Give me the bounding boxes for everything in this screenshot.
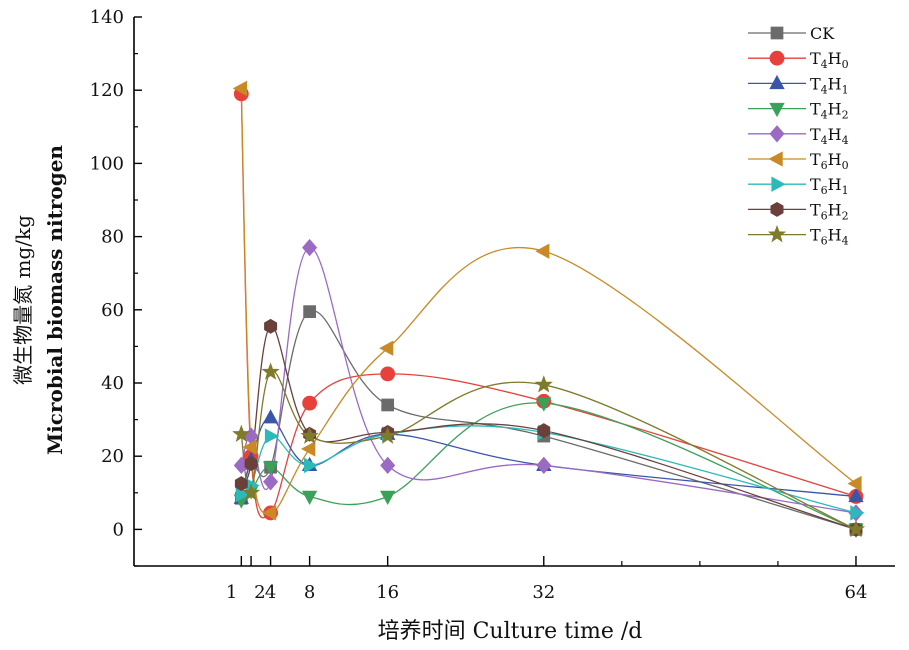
data-point-T4H4-x16 — [380, 456, 396, 475]
data-point-T6H2-x4 — [264, 318, 278, 334]
x-tick-label: 16 — [376, 582, 399, 603]
data-point-T4H4-x8 — [302, 238, 318, 257]
data-point-T4H2-x4 — [262, 461, 279, 476]
data-point-T4H1-x4 — [262, 409, 279, 424]
y-tick-label: 0 — [113, 519, 124, 540]
legend-marker-T6H4 — [767, 225, 787, 243]
data-point-CK-x16 — [381, 398, 395, 412]
data-point-T6H0-x2 — [242, 439, 257, 455]
data-point-T4H2-x8 — [301, 490, 318, 506]
series-line-T6H2 — [240, 325, 857, 531]
x-tick-label: 32 — [532, 582, 555, 603]
data-point-T6H0-x32 — [535, 243, 550, 259]
data-point-T6H1-x4 — [264, 428, 280, 444]
x-tick-label: 64 — [845, 582, 868, 603]
y-tick-label: 120 — [90, 80, 124, 101]
series-markers — [232, 80, 866, 538]
data-point-T6H0-x8 — [301, 441, 316, 457]
legend-label-T4H0: T4H0 — [810, 49, 849, 71]
legend-label-T4H1: T4H1 — [810, 74, 849, 96]
y-tick-label: 100 — [90, 153, 124, 174]
y-tick-label: 80 — [101, 227, 124, 248]
legend-label-T6H1: T6H1 — [810, 175, 849, 197]
data-point-T6H4-x4 — [261, 362, 280, 380]
data-point-T6H1-x8 — [303, 457, 319, 474]
legend-marker-T6H1 — [771, 176, 786, 192]
x-tick-label: 4 — [265, 582, 276, 603]
legend-label-T4H2: T4H2 — [810, 100, 849, 122]
data-point-T6H2-x32 — [537, 423, 551, 439]
x-tick-label: 8 — [304, 582, 315, 603]
data-point-T6H0-x4 — [262, 505, 277, 521]
legend-label-T6H2: T6H2 — [810, 200, 849, 222]
data-point-T6H4-x64 — [846, 519, 866, 538]
data-point-T4H0-x16 — [380, 366, 396, 382]
legend-label-CK: CK — [810, 24, 835, 43]
y-tick-label: 40 — [101, 373, 124, 394]
data-point-T6H4-x2 — [242, 483, 261, 501]
data-point-T4H4-x32 — [536, 456, 552, 475]
x-axis-title: 培养时间 Culture time /d — [378, 619, 643, 644]
y-axis-title-english: Microbial biomass nitrogen — [43, 145, 67, 455]
y-tick-label: 140 — [90, 7, 124, 28]
data-point-T6H1-x1 — [235, 486, 250, 503]
y-axis-title-chinese: 微生物量氮 mg/kg — [11, 215, 35, 385]
series-line-CK — [240, 310, 857, 531]
data-point-T6H4-x8 — [300, 426, 319, 444]
legend-label-T4H4: T4H4 — [810, 125, 849, 147]
legend: CK T4H0 T4H1 T4H2 T4H4 T6H0 T6H1 T6H2 T6H4 — [748, 24, 849, 248]
data-point-T6H4-x32 — [534, 375, 553, 393]
data-point-T6H1-x64 — [850, 505, 865, 521]
data-point-T6H4-x1 — [232, 424, 251, 442]
axes: 0 20 40 60 80 100 120 140 1 2 4 8 16 32 64 — [90, 7, 895, 603]
legend-marker-T4H1 — [769, 74, 785, 90]
legend-marker-T6H2 — [770, 201, 784, 217]
data-point-T6H0-x16 — [379, 340, 394, 356]
data-point-T6H0-x64 — [847, 475, 862, 492]
y-tick-label: 20 — [101, 446, 124, 467]
legend-label-T6H0: T6H0 — [810, 150, 849, 172]
legend-marker-T4H0 — [769, 50, 785, 66]
data-point-T4H0-x8 — [302, 395, 318, 411]
y-tick-label: 60 — [101, 300, 124, 321]
legend-marker-T6H0 — [768, 151, 783, 167]
x-tick-label: 2 — [254, 582, 265, 603]
legend-marker-CK — [770, 26, 784, 40]
data-point-T4H1-x64 — [848, 487, 864, 503]
legend-marker-T4H2 — [769, 102, 785, 118]
data-point-T6H4-x16 — [378, 426, 397, 444]
data-point-T6H2-x2 — [244, 456, 258, 471]
series-line-T4H0 — [240, 93, 857, 519]
x-tick-label: 1 — [226, 582, 237, 603]
legend-label-T6H4: T6H4 — [810, 226, 849, 248]
data-point-T4H4-x4 — [263, 473, 279, 491]
data-point-T4H2-x16 — [380, 490, 396, 506]
legend-marker-T4H4 — [769, 125, 785, 143]
axis-titles: 培养时间 Culture time /d 微生物量氮 mg/kg Microbi… — [11, 145, 642, 644]
series-line-T6H0 — [240, 88, 857, 514]
data-point-T6H2-x1 — [234, 476, 248, 492]
data-point-CK-x8 — [303, 305, 316, 318]
data-point-T4H2-x32 — [536, 397, 552, 412]
series-line-T4H4 — [240, 246, 857, 514]
data-point-T6H0-x1 — [232, 80, 248, 97]
series-line-T6H4 — [240, 370, 857, 530]
